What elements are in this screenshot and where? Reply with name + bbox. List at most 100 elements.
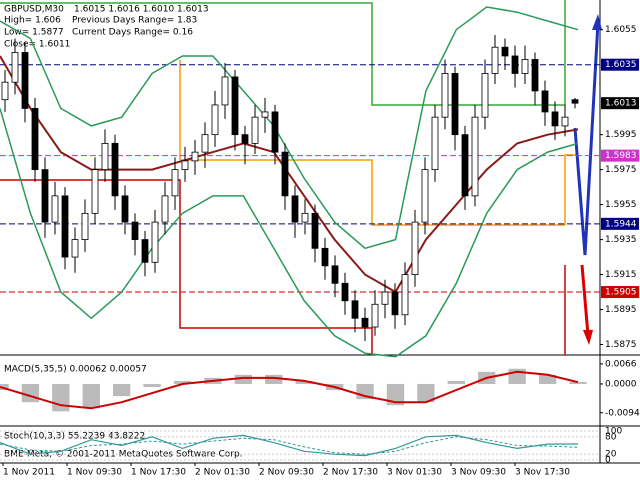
candle-body <box>311 212 319 249</box>
macd-tick-label: 0.0000 <box>605 379 637 389</box>
time-label: 1 Nov 17:30 <box>131 468 186 478</box>
candle-body <box>81 212 89 240</box>
candle-body <box>101 142 109 171</box>
candle-body <box>221 76 229 106</box>
price-tick-label: 1.5895 <box>605 305 637 315</box>
candle-body <box>11 52 19 83</box>
level-box <box>601 217 639 230</box>
macd-bar <box>265 374 283 384</box>
day-range-high <box>0 0 566 106</box>
stoch-tick-label: 100 <box>605 427 622 437</box>
price-tick-label: 1.5935 <box>605 235 637 245</box>
time-label: 2 Nov 17:30 <box>323 468 378 478</box>
macd-bar <box>417 383 435 403</box>
forecast-arrow <box>580 264 590 336</box>
candle-body <box>271 111 279 153</box>
candle-body <box>531 59 539 92</box>
macd-signal <box>0 370 579 410</box>
lower-band <box>0 108 579 358</box>
day-range-mid <box>179 60 578 226</box>
candle-body <box>511 55 519 74</box>
copyright: BME-Meta, © 2001-2011 MetaQuotes Softwar… <box>4 450 243 460</box>
macd-bar <box>538 374 557 384</box>
macd-bar <box>113 383 131 397</box>
header-symbol: GBPUSD,M30 <box>4 5 64 15</box>
macd-bar <box>0 383 9 391</box>
candle-body <box>491 46 499 74</box>
current-price-box <box>601 97 639 110</box>
candle-body <box>41 169 49 223</box>
candle-body <box>321 247 329 267</box>
candle-body <box>351 300 359 319</box>
candle-body <box>261 111 269 118</box>
candle-body <box>31 108 39 171</box>
forecast-arrow <box>573 21 600 256</box>
candle-body <box>301 212 309 223</box>
candle-body <box>541 90 549 113</box>
header-prev-range: Previous Days Range= 1.83 <box>72 16 197 26</box>
candle-body <box>341 282 349 302</box>
candle-body <box>241 134 249 144</box>
macd-bar <box>386 383 405 406</box>
macd-bar <box>52 383 70 412</box>
candle-body <box>291 195 299 223</box>
macd-bar <box>82 383 100 409</box>
price-tick-label: 1.6055 <box>605 25 637 35</box>
candle-body <box>521 59 529 74</box>
upper-band <box>0 6 579 250</box>
candle-body <box>371 303 379 328</box>
candle-body <box>211 104 219 136</box>
time-label: 2 Nov 09:30 <box>259 468 314 478</box>
time-label: 3 Nov 09:30 <box>451 468 506 478</box>
candle-body <box>281 151 289 197</box>
candle-body <box>451 73 459 136</box>
candle-body <box>201 134 209 153</box>
candle-body <box>401 274 409 316</box>
stoch-tick-label: 20 <box>605 450 617 460</box>
macd-bar <box>234 374 253 384</box>
candle-body <box>1 81 9 101</box>
price-tick-label: 1.5875 <box>605 340 637 350</box>
candle-body <box>561 116 569 127</box>
current-price-label: 1.6013 <box>605 99 637 109</box>
candle-body <box>411 221 419 275</box>
macd-tick-label: 0.0066 <box>605 359 637 369</box>
header-close: Close= 1.6011 <box>4 40 70 50</box>
stoch-main <box>0 434 579 457</box>
time-label: 3 Nov 17:30 <box>515 468 570 478</box>
stoch-tick-label: 80 <box>605 432 617 442</box>
time-label: 3 Nov 01:30 <box>387 468 442 478</box>
candle-body <box>431 116 439 171</box>
level-label: 1.5905 <box>605 288 637 298</box>
candle-body <box>471 116 479 197</box>
time-label: 1 Nov 2011 <box>3 468 55 478</box>
candle-body <box>501 46 509 57</box>
candle-body <box>181 160 189 171</box>
candle-body <box>231 76 239 136</box>
macd-bar <box>173 380 192 384</box>
candle-body <box>121 195 129 223</box>
header-high: High= 1.606 <box>4 16 61 26</box>
price-tick-label: 1.5915 <box>605 270 637 280</box>
candle-body <box>571 99 579 104</box>
level-label: 1.5983 <box>605 151 637 161</box>
candle-body <box>251 116 259 144</box>
candle-body <box>331 265 339 284</box>
stoch-label: Stoch(10,3,3) 55.2239 43.8222 <box>4 432 145 442</box>
macd-tick-label: -0.00947 <box>605 408 640 418</box>
candle-body <box>361 317 369 328</box>
candle-body <box>71 239 79 258</box>
candle-body <box>481 73 489 118</box>
stoch-tick-label: 0 <box>605 456 611 466</box>
header-cur-range: Current Days Range= 0.16 <box>72 28 193 38</box>
candle-body <box>51 195 59 223</box>
level-box <box>601 149 639 162</box>
candle-body <box>381 291 389 305</box>
macd-label: MACD(5,35,5) 0.00062 0.00057 <box>4 365 147 375</box>
price-tick-label: 1.5975 <box>605 165 637 175</box>
candle-body <box>61 195 69 258</box>
arrow-head <box>592 14 602 30</box>
candle-body <box>151 221 159 263</box>
arrow-head <box>583 330 593 345</box>
